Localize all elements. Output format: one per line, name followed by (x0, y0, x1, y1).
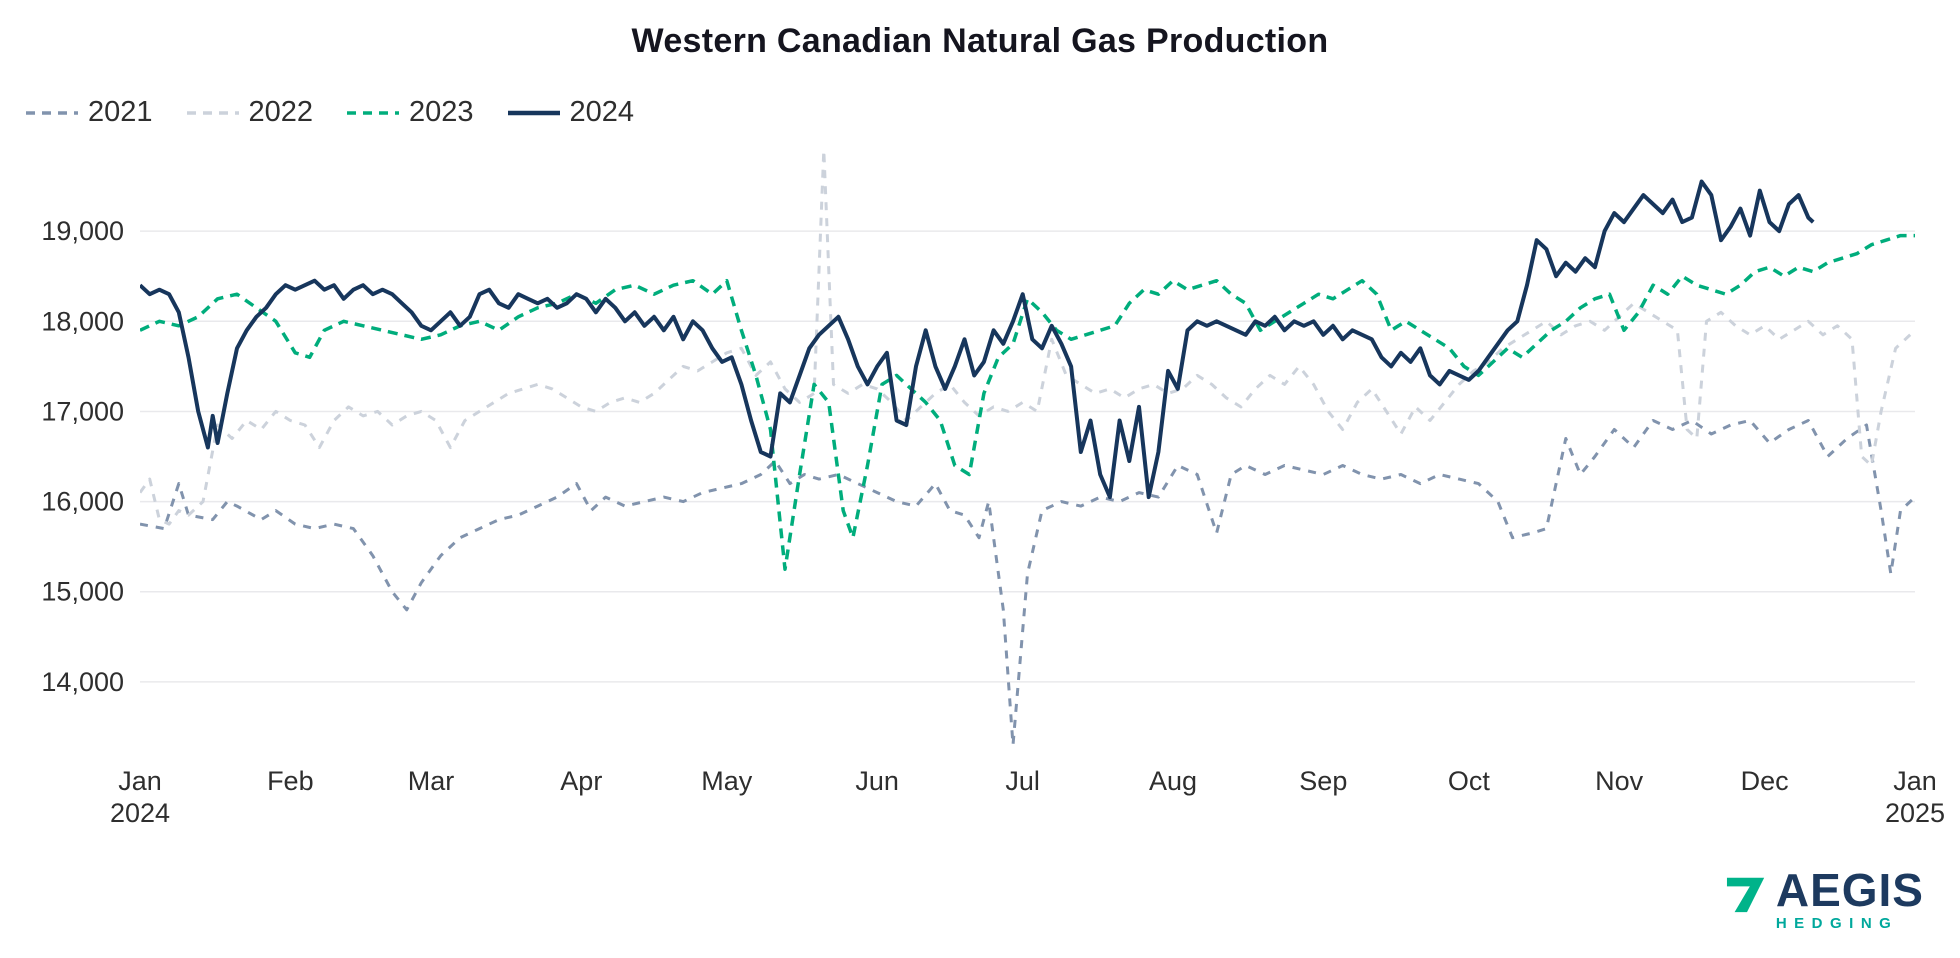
x-tick-label: Mar (408, 766, 455, 796)
series-line-2024 (140, 179, 1815, 500)
y-tick-label: 16,000 (41, 487, 124, 517)
x-tick-label: May (701, 766, 753, 796)
aegis-logo: AEGIS HEDGING (1726, 864, 1924, 932)
legend-label-2021: 2021 (88, 96, 153, 128)
x-tick-label: Aug (1149, 766, 1197, 796)
legend-item-2023: 2023 (347, 96, 474, 129)
aegis-logo-icon (1726, 877, 1765, 913)
legend: 2021 2022 2023 2024 (26, 96, 634, 129)
x-tick-label: Apr (560, 766, 602, 796)
logo-sub-text: HEDGING (1775, 915, 1899, 932)
chart-title: Western Canadian Natural Gas Production (631, 22, 1329, 60)
logo-brand-text: AEGIS (1775, 864, 1924, 916)
legend-swatch-2021 (26, 110, 78, 115)
legend-swatch-2024 (507, 110, 560, 115)
x-tick-label: Oct (1448, 766, 1491, 796)
legend-item-2021: 2021 (26, 96, 153, 129)
logo-text: AEGIS HEDGING (1775, 864, 1924, 932)
series-line-2022 (140, 150, 1915, 526)
legend-item-2024: 2024 (507, 96, 635, 129)
x-tick-year-label: 2025 (1885, 798, 1945, 828)
legend-swatch-2022 (186, 110, 239, 115)
y-tick-label: 14,000 (41, 667, 124, 697)
legend-swatch-2023 (347, 110, 400, 115)
series-line-2021 (140, 419, 1915, 747)
series-line-2023 (140, 233, 1915, 571)
legend-item-2022: 2022 (186, 96, 314, 129)
y-tick-label: 19,000 (41, 216, 124, 246)
x-tick-year-label: 2024 (110, 798, 170, 828)
x-tick-label: Jan (118, 766, 162, 796)
y-tick-label: 17,000 (41, 396, 124, 426)
legend-label-2024: 2024 (569, 96, 635, 128)
x-tick-label: Jul (1005, 766, 1040, 796)
x-tick-label: Jan (1893, 766, 1937, 796)
x-tick-label: Nov (1595, 766, 1644, 796)
x-tick-label: Sep (1299, 766, 1347, 796)
y-tick-label: 15,000 (41, 577, 124, 607)
x-tick-label: Feb (267, 766, 314, 796)
legend-label-2022: 2022 (248, 96, 314, 128)
y-tick-label: 18,000 (41, 306, 124, 336)
legend-label-2023: 2023 (409, 96, 474, 128)
x-tick-label: Jun (855, 766, 899, 796)
x-tick-label: Dec (1741, 766, 1789, 796)
